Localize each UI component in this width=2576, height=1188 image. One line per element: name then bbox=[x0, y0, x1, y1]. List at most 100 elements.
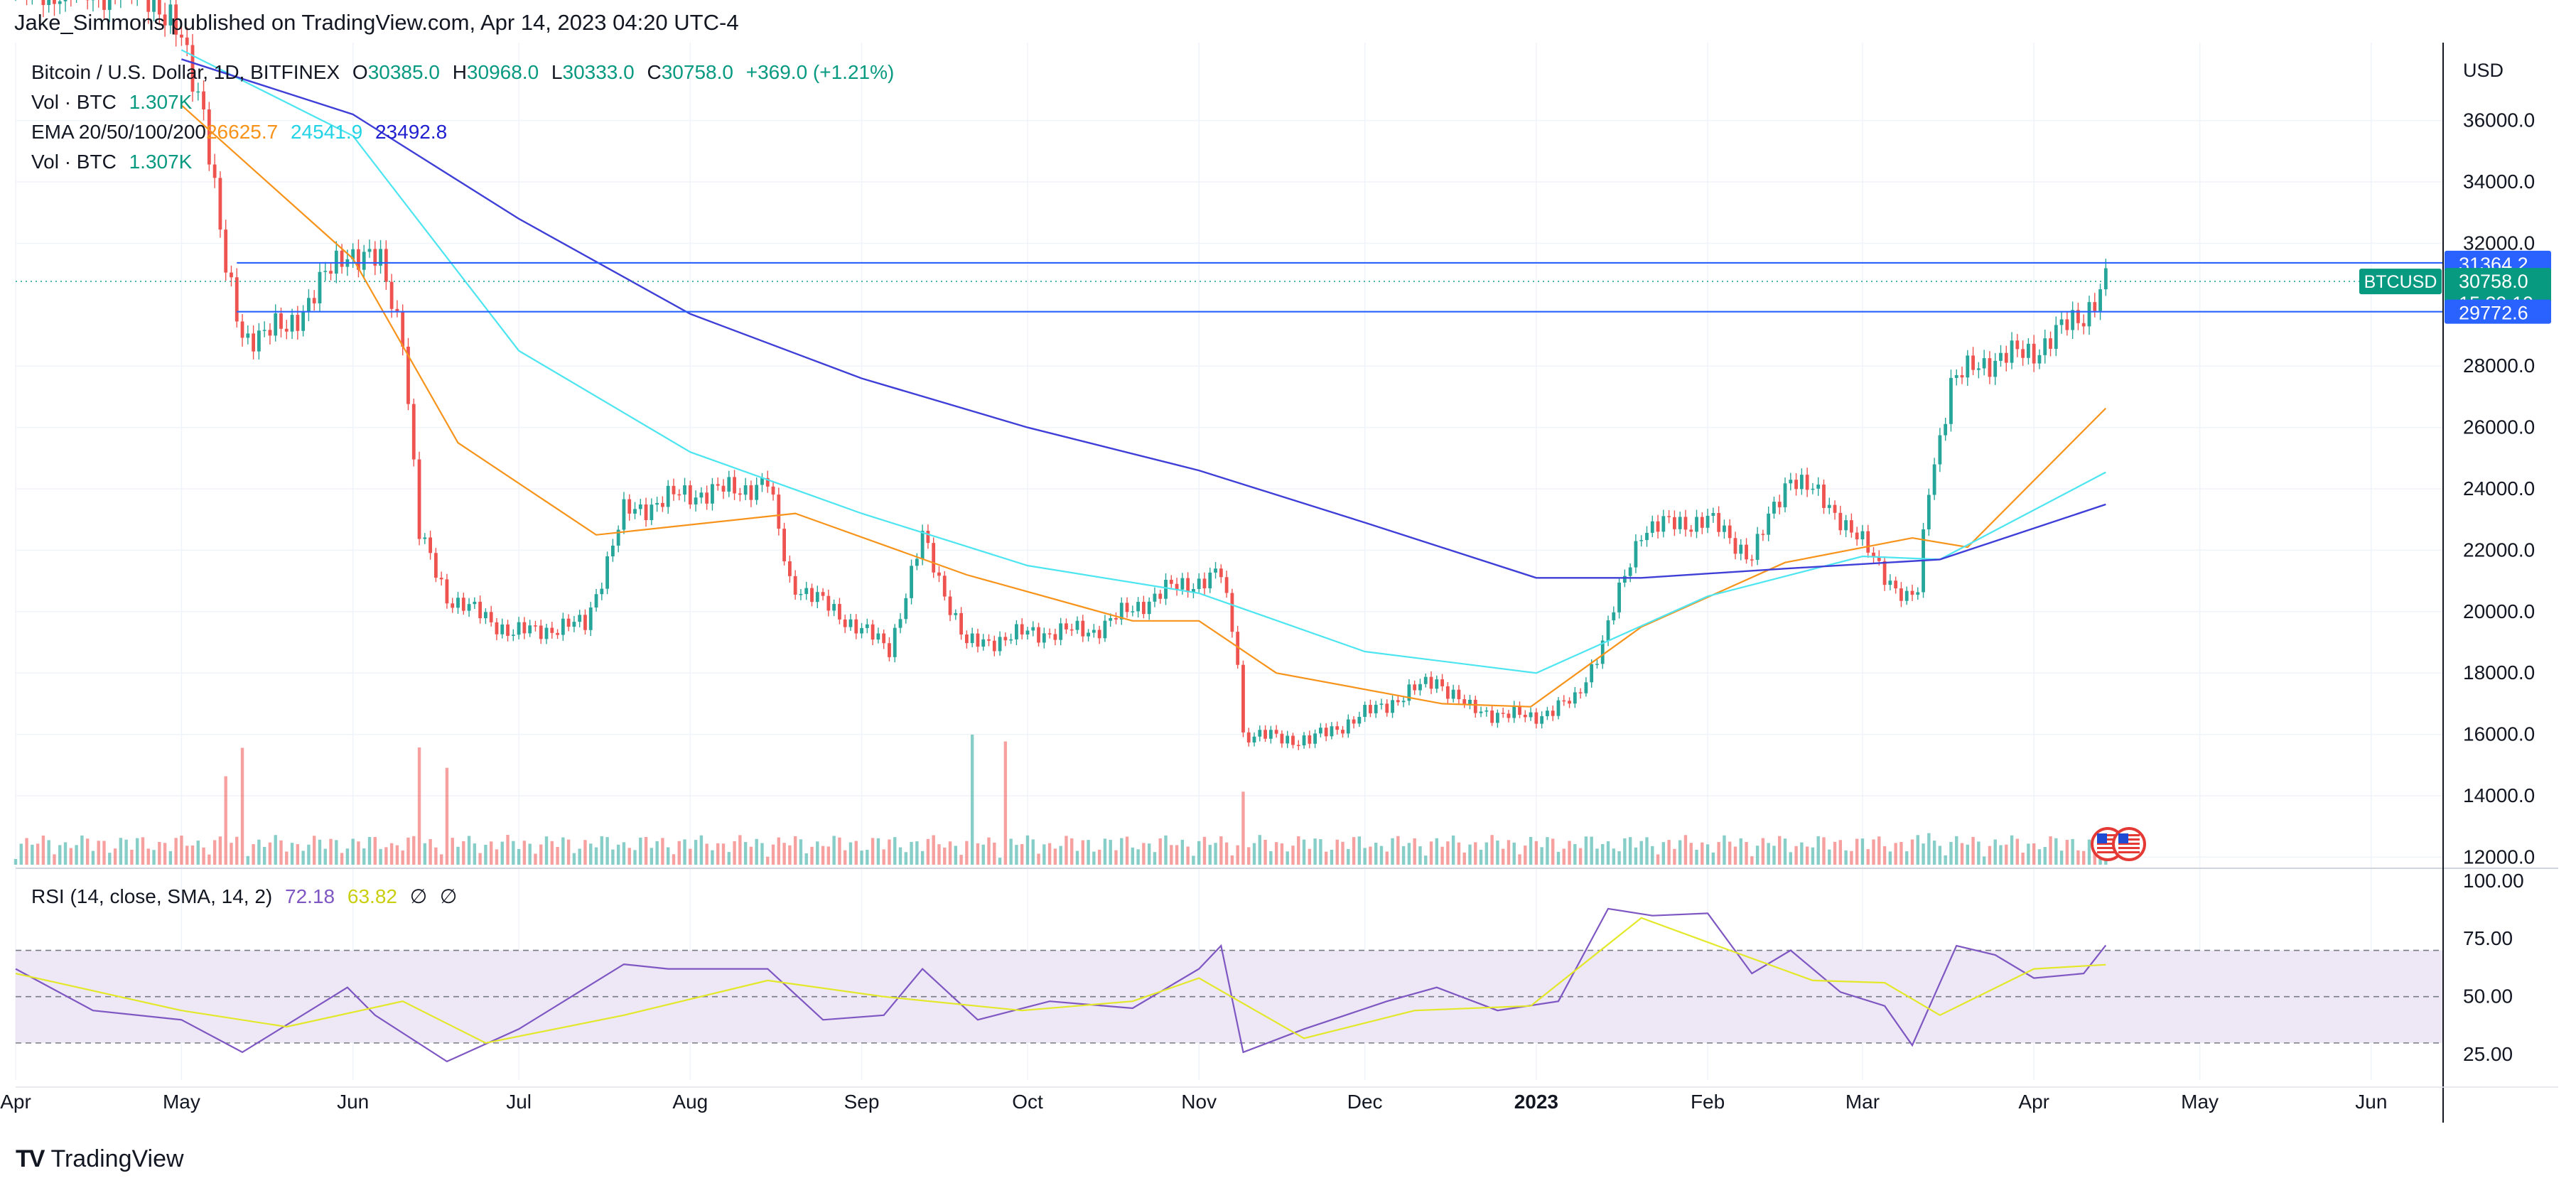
volume-bar bbox=[1800, 842, 1804, 865]
legend-h-label: H bbox=[452, 61, 467, 83]
legend-vol-row: Vol · BTC 1.307K bbox=[31, 91, 192, 114]
volume-bar bbox=[1053, 848, 1057, 865]
candle-body bbox=[910, 566, 913, 598]
volume-bar bbox=[1484, 842, 1489, 865]
ema100-line bbox=[181, 58, 2106, 579]
legend-symbol[interactable]: Bitcoin / U.S. Dollar, 1D, BITFINEX bbox=[31, 61, 340, 83]
volume-bar bbox=[1524, 846, 1527, 865]
resistance-support-lines[interactable] bbox=[237, 261, 2443, 313]
volume-bar bbox=[1186, 846, 1190, 865]
tradingview-logo-icon[interactable]: TV bbox=[16, 1145, 45, 1172]
volume-bar bbox=[915, 841, 919, 865]
volume-bar bbox=[1816, 836, 1820, 865]
support-badge-text: 29772.6 bbox=[2459, 303, 2528, 324]
volume-bar bbox=[860, 850, 863, 865]
volume-bar bbox=[1628, 837, 1632, 865]
candle-body bbox=[666, 485, 670, 507]
legend-rsi-label[interactable]: RSI (14, close, SMA, 14, 2) bbox=[31, 885, 273, 907]
candle-body bbox=[688, 485, 692, 504]
volume-bar bbox=[1512, 842, 1516, 865]
legend-vol2-label[interactable]: Vol · BTC bbox=[31, 151, 117, 173]
candle-body bbox=[423, 537, 427, 539]
volume-bar bbox=[1645, 837, 1649, 865]
candle-body bbox=[1717, 512, 1721, 532]
candle-body bbox=[1888, 580, 1892, 585]
candle-body bbox=[711, 484, 714, 504]
legend-ema-label[interactable]: EMA 20/50/100/200 bbox=[31, 121, 206, 143]
volume-bar bbox=[1391, 838, 1394, 865]
volume-bar bbox=[1208, 845, 1212, 865]
volume-bar bbox=[108, 853, 112, 865]
volume-bar bbox=[467, 836, 471, 865]
candle-body bbox=[1855, 532, 1859, 540]
volume-bar bbox=[1224, 842, 1229, 865]
candle-body bbox=[2032, 343, 2036, 364]
candle-body bbox=[2093, 302, 2097, 311]
event-flags[interactable] bbox=[2091, 827, 2146, 861]
candle-body bbox=[284, 328, 289, 332]
candle-body bbox=[1374, 704, 1378, 713]
candle-body bbox=[1369, 705, 1372, 713]
footer-brand[interactable]: TradingView bbox=[50, 1145, 184, 1172]
price-tick-label: 32000.0 bbox=[2463, 232, 2535, 254]
candle-body bbox=[180, 34, 183, 38]
volume-bar bbox=[512, 841, 515, 865]
candle-body bbox=[1595, 664, 1599, 665]
time-tick-label: 2023 bbox=[1514, 1091, 1558, 1113]
legend-low: 30333.0 bbox=[562, 61, 635, 83]
volume-bar bbox=[439, 854, 443, 865]
candle-body bbox=[1540, 716, 1544, 724]
volume-bar bbox=[1180, 839, 1185, 865]
volume-bars bbox=[14, 734, 2108, 865]
volume-bar bbox=[1695, 849, 1698, 865]
candle-body bbox=[566, 618, 571, 627]
candle-body bbox=[1606, 620, 1610, 641]
candle-body bbox=[1053, 634, 1057, 640]
candle-body bbox=[1661, 516, 1666, 532]
volume-bar bbox=[296, 844, 300, 865]
volume-bar bbox=[1369, 846, 1372, 865]
volume-bar bbox=[550, 841, 554, 865]
volume-bar bbox=[1440, 846, 1444, 865]
candle-body bbox=[1960, 375, 1964, 378]
legend-high: 30968.0 bbox=[466, 61, 539, 83]
candle-body bbox=[992, 640, 996, 652]
candles[interactable] bbox=[14, 0, 2108, 750]
candle-body bbox=[843, 619, 847, 627]
volume-bar bbox=[395, 845, 399, 865]
candle-body bbox=[1954, 375, 1958, 378]
volume-bar bbox=[948, 841, 952, 865]
candle-body bbox=[1413, 684, 1417, 691]
volume-bar bbox=[1192, 855, 1195, 865]
candle-body bbox=[1860, 531, 1865, 540]
legend-change: +369.0 (+1.21%) bbox=[745, 61, 895, 83]
candle-body bbox=[1065, 623, 1068, 630]
candle-body bbox=[1020, 624, 1024, 634]
candle-body bbox=[323, 271, 328, 272]
candle-body bbox=[185, 37, 189, 45]
candle-body bbox=[733, 477, 736, 494]
candle-body bbox=[1214, 568, 1217, 573]
candle-body bbox=[832, 604, 836, 611]
volume-bar bbox=[335, 840, 338, 865]
candle-body bbox=[1274, 730, 1278, 734]
candle-body bbox=[1484, 711, 1489, 712]
volume-bar bbox=[970, 734, 974, 865]
candle-body bbox=[1114, 617, 1118, 620]
volume-bar bbox=[406, 837, 410, 865]
candle-body bbox=[163, 14, 167, 26]
ema20-line bbox=[180, 104, 2107, 708]
volume-bar bbox=[1457, 842, 1461, 865]
flag-stripe bbox=[2097, 843, 2118, 845]
candle-body bbox=[920, 531, 925, 559]
legend-vol-label[interactable]: Vol · BTC bbox=[31, 91, 117, 113]
volume-bar bbox=[1097, 849, 1101, 865]
candle-body bbox=[683, 485, 686, 495]
candle-body bbox=[1075, 620, 1079, 630]
volume-bar bbox=[539, 844, 543, 865]
volume-bar bbox=[1844, 850, 1848, 865]
candle-body bbox=[1346, 719, 1350, 734]
volume-bar bbox=[1109, 840, 1112, 865]
volume-bar bbox=[1158, 838, 1162, 865]
